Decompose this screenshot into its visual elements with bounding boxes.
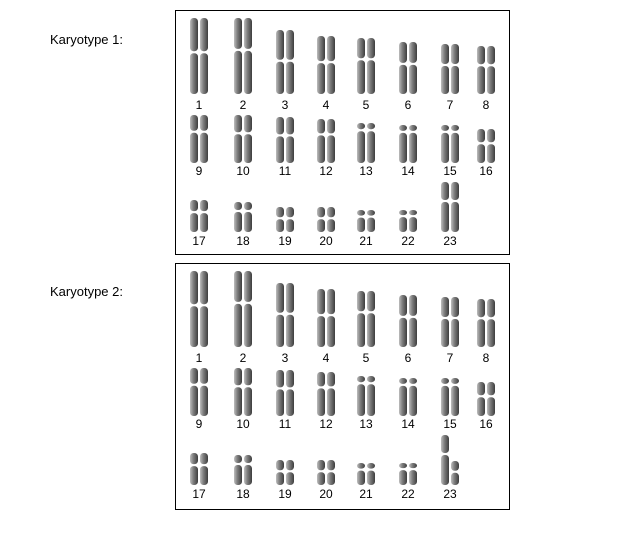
chromosome-number: 9 xyxy=(195,417,203,431)
chromosome-number: 21 xyxy=(359,234,373,248)
chromosome-pair-15 xyxy=(441,125,459,163)
chromosome-number: 10 xyxy=(236,417,250,431)
chromosome-pair-1 xyxy=(190,271,208,347)
chromosome-pair-7 xyxy=(441,44,459,94)
chromosome-pair-9 xyxy=(190,115,208,163)
chromosome-pair-2 xyxy=(234,271,252,347)
chromosome-number: 5 xyxy=(362,351,370,365)
chromosome-pair-11 xyxy=(276,370,294,416)
chromosome-number: 18 xyxy=(236,234,250,248)
chromosome-pair-14 xyxy=(399,378,417,416)
chromosome-pair-16 xyxy=(477,382,495,416)
chromosome-number: 8 xyxy=(482,351,490,365)
chromosome-number: 7 xyxy=(446,98,454,112)
chromosome-pair-10 xyxy=(234,368,252,416)
chromosome-pair-4 xyxy=(317,36,335,94)
chromosome-number: 3 xyxy=(281,351,289,365)
chromosome-number: 6 xyxy=(404,351,412,365)
chromosome-pair-16 xyxy=(477,129,495,163)
chromosome-number: 7 xyxy=(446,351,454,365)
chromosome-number: 4 xyxy=(322,98,330,112)
chromosome-pair-23 xyxy=(441,435,459,485)
chromosome-pair-18 xyxy=(234,202,252,232)
chromosome-pair-11 xyxy=(276,117,294,163)
chromosome-pair-13 xyxy=(357,123,375,163)
chromosome-pair-3 xyxy=(276,283,294,347)
chromosome-number: 4 xyxy=(322,351,330,365)
chromosome-pair-6 xyxy=(399,295,417,347)
chromosome-number: 15 xyxy=(443,417,457,431)
chromosome-number: 11 xyxy=(278,164,292,178)
chromosome-number: 9 xyxy=(195,164,203,178)
chromosome-number: 10 xyxy=(236,164,250,178)
chromosome-number: 14 xyxy=(401,417,415,431)
chromosome-number: 6 xyxy=(404,98,412,112)
chromosome-number: 1 xyxy=(195,98,203,112)
chromosome-pair-22 xyxy=(399,463,417,485)
chromosome-pair-17 xyxy=(190,453,208,485)
chromosome-pair-1 xyxy=(190,18,208,94)
chromosome-pair-8 xyxy=(477,299,495,347)
chromosome-number: 16 xyxy=(479,417,493,431)
chromosome-number: 15 xyxy=(443,164,457,178)
chromosome-pair-10 xyxy=(234,115,252,163)
chromosome-number: 3 xyxy=(281,98,289,112)
chromosome-number: 13 xyxy=(359,164,373,178)
chromosome-number: 2 xyxy=(239,351,247,365)
chromosome-number: 21 xyxy=(359,487,373,501)
chromosome-number: 20 xyxy=(319,234,333,248)
chromosome-pair-15 xyxy=(441,378,459,416)
chromosome-pair-21 xyxy=(357,463,375,485)
chromosome-pair-20 xyxy=(317,207,335,232)
chromosome-pair-13 xyxy=(357,376,375,416)
chromosome-pair-12 xyxy=(317,119,335,163)
chromosome-number: 1 xyxy=(195,351,203,365)
chromosome-pair-3 xyxy=(276,30,294,94)
chromosome-pair-22 xyxy=(399,210,417,232)
chromosome-number: 11 xyxy=(278,417,292,431)
karyotype-2-label: Karyotype 2: xyxy=(50,284,123,299)
chromosome-pair-5 xyxy=(357,291,375,347)
chromosome-pair-20 xyxy=(317,460,335,485)
chromosome-pair-17 xyxy=(190,200,208,232)
chromosome-number: 23 xyxy=(443,487,457,501)
chromosome-pair-19 xyxy=(276,207,294,232)
chromosome-pair-6 xyxy=(399,42,417,94)
chromosome-number: 19 xyxy=(278,234,292,248)
chromosome-number: 19 xyxy=(278,487,292,501)
chromosome-number: 18 xyxy=(236,487,250,501)
chromosome-number: 12 xyxy=(319,417,333,431)
chromosome-pair-14 xyxy=(399,125,417,163)
chromosome-pair-18 xyxy=(234,455,252,485)
chromosome-number: 17 xyxy=(192,234,206,248)
chromosome-pair-12 xyxy=(317,372,335,416)
chromosome-number: 12 xyxy=(319,164,333,178)
chromosome-number: 17 xyxy=(192,487,206,501)
chromosome-number: 14 xyxy=(401,164,415,178)
chromosome-number: 23 xyxy=(443,234,457,248)
chromosome-pair-5 xyxy=(357,38,375,94)
chromosome-pair-19 xyxy=(276,460,294,485)
chromosome-pair-2 xyxy=(234,18,252,94)
chromosome-pair-8 xyxy=(477,46,495,94)
chromosome-pair-9 xyxy=(190,368,208,416)
chromosome-number: 2 xyxy=(239,98,247,112)
chromosome-pair-23 xyxy=(441,182,459,232)
chromosome-pair-7 xyxy=(441,297,459,347)
chromosome-number: 20 xyxy=(319,487,333,501)
chromosome-number: 8 xyxy=(482,98,490,112)
chromosome-number: 22 xyxy=(401,234,415,248)
karyotype-1-label: Karyotype 1: xyxy=(50,32,123,47)
chromosome-pair-4 xyxy=(317,289,335,347)
chromosome-number: 5 xyxy=(362,98,370,112)
chromosome-number: 16 xyxy=(479,164,493,178)
chromosome-pair-21 xyxy=(357,210,375,232)
chromosome-number: 13 xyxy=(359,417,373,431)
chromosome-number: 22 xyxy=(401,487,415,501)
